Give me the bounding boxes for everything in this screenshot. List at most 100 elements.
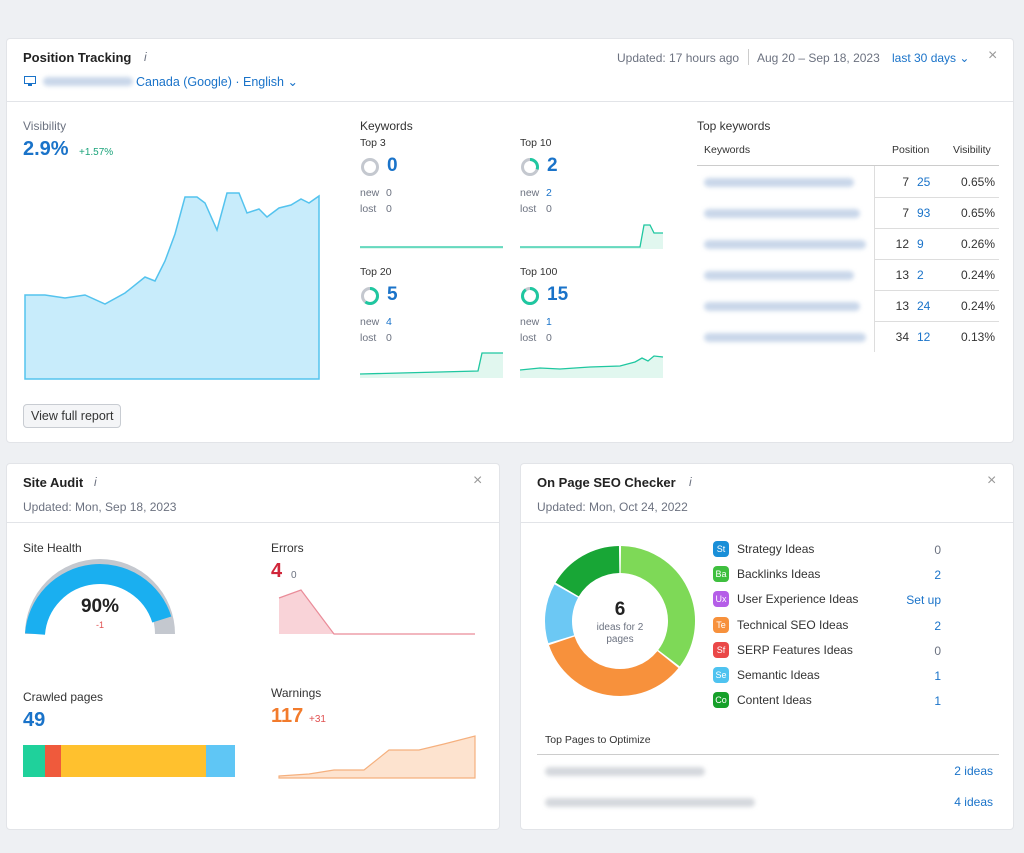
crawled-pages-label: Crawled pages [23, 690, 104, 704]
device-icon [24, 76, 36, 86]
visibility-chart [24, 192, 320, 380]
visibility: 0.26% [960, 237, 995, 251]
cell-divider [874, 259, 875, 290]
visibility-change: +1.57% [79, 147, 114, 158]
errors-change: 0 [291, 570, 297, 581]
idea-value: Set up [906, 593, 941, 608]
ideas-donut [545, 546, 695, 696]
path [279, 590, 475, 634]
idea-icon: St [713, 541, 729, 557]
sparkline [519, 355, 664, 378]
idea-row: St Strategy Ideas [713, 541, 814, 557]
row-divider [874, 197, 999, 198]
info-icon[interactable]: i [144, 50, 147, 64]
info-icon[interactable]: i [94, 475, 97, 489]
sparkline [520, 224, 663, 249]
idea-icon: Co [713, 692, 729, 709]
lost-label: lost [360, 203, 377, 215]
row-divider [874, 290, 999, 291]
position: 13 [895, 268, 909, 282]
errors-value: 4 [271, 560, 283, 582]
crawled-pages-bar [23, 745, 235, 777]
idea-icon: Ba [713, 566, 729, 583]
blurred-keyword [704, 209, 860, 218]
separator [748, 49, 749, 65]
idea-name: Technical SEO Ideas [737, 617, 849, 632]
visibility-label: Visibility [23, 119, 67, 133]
site-audit-card: Site Audit i × Updated: Mon, Sep 18, 202… [6, 463, 500, 830]
idea-row: Ux User Experience Ideas [713, 591, 858, 608]
donut-segment [620, 546, 695, 667]
rect [206, 745, 235, 777]
ring-fill [361, 287, 379, 305]
divider [697, 165, 999, 166]
new-label: new [520, 187, 540, 199]
position: 34 [895, 330, 909, 344]
idea-name: Semantic Ideas [737, 668, 820, 682]
new-label: new [520, 316, 540, 328]
path [25, 564, 172, 636]
ring-track [361, 158, 379, 176]
view-report-button[interactable]: View full report [23, 404, 122, 428]
close-button[interactable]: × [473, 472, 483, 489]
position: 12 [895, 237, 909, 251]
project-name: Canada (Google) · English [136, 75, 284, 89]
new-label: new [360, 187, 380, 199]
project-selector[interactable]: Canada (Google) · English ⌄ [136, 75, 298, 89]
position-change: 9 [917, 237, 924, 251]
ideas-total-label: ideas for 2 pages [596, 622, 644, 645]
group-ring [521, 287, 539, 305]
errors-chart [278, 589, 475, 635]
updated: Updated: Mon, Sep 18, 2023 [23, 500, 177, 514]
date-range: Aug 20 – Sep 18, 2023 [757, 51, 880, 65]
cell-divider [874, 197, 875, 228]
idea-value: 1 [934, 694, 941, 709]
idea-value: 2 [934, 618, 941, 633]
card-title: On Page SEO Checker [537, 475, 676, 490]
visibility-value: 2.9% [23, 138, 69, 160]
page-ideas[interactable]: 4 ideas [954, 795, 993, 809]
lost-value: 0 [386, 332, 392, 344]
divider [7, 101, 1013, 102]
visibility: 0.65% [960, 175, 995, 189]
close-button[interactable]: × [987, 472, 997, 489]
position-change: 93 [917, 206, 931, 220]
info-icon[interactable]: i [689, 475, 692, 489]
idea-row: Ba Backlinks Ideas [713, 566, 821, 583]
new-value: 0 [386, 187, 392, 199]
row-divider [874, 259, 999, 260]
page-ideas[interactable]: 2 ideas [954, 764, 993, 778]
path [278, 735, 476, 779]
cell-divider [874, 228, 875, 259]
column-header: Keywords [704, 144, 751, 156]
lost-value: 0 [546, 203, 552, 215]
idea-name: Backlinks Ideas [737, 567, 821, 582]
position: 7 [902, 206, 909, 220]
on-page-seo-card: On Page SEO Checker i × Updated: Mon, Oc… [520, 463, 1014, 830]
group-name: Top 3 [360, 137, 386, 149]
card-title: Site Audit [23, 475, 84, 490]
idea-name: SERP Features Ideas [737, 642, 853, 657]
period-selector[interactable]: last 30 days ⌄ [892, 51, 970, 65]
row-divider [874, 321, 999, 322]
lost-value: 0 [546, 332, 552, 344]
idea-row: Co Content Ideas [713, 692, 812, 709]
divider [537, 754, 999, 755]
group-count: 2 [547, 155, 558, 176]
lost-value: 0 [386, 203, 392, 215]
position-change: 2 [917, 268, 924, 282]
position: 7 [902, 175, 909, 189]
sparkline [360, 246, 503, 249]
site-health-value: 90% [80, 596, 120, 617]
close-button[interactable]: × [988, 47, 998, 64]
card-title: Position Tracking [23, 50, 132, 65]
blurred-url [545, 798, 755, 807]
new-label: new [360, 316, 380, 328]
path [278, 589, 475, 635]
warnings-value: 117 [271, 705, 304, 727]
donut-segment [545, 584, 579, 644]
idea-row: Sf SERP Features Ideas [713, 641, 853, 658]
rect [28, 84, 32, 86]
cell-divider [874, 290, 875, 321]
